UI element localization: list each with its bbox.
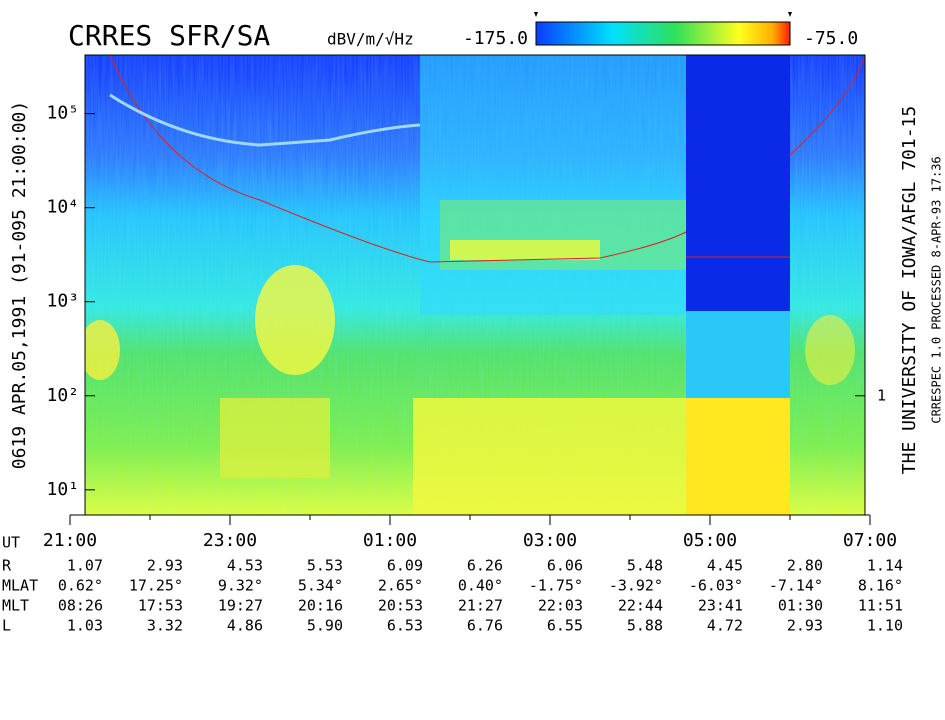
ephemeris-row-label: L bbox=[2, 617, 11, 635]
x-tick-label: 03:00 bbox=[523, 530, 577, 551]
y2-tick-label: 1 bbox=[877, 386, 886, 404]
ephemeris-value: 4.72 bbox=[707, 617, 743, 635]
ephemeris-value: 21:27 bbox=[458, 597, 503, 615]
x-tick-label: 05:00 bbox=[683, 530, 737, 551]
ephemeris-value: 4.45 bbox=[707, 557, 743, 575]
ephemeris-value: 4.53 bbox=[227, 557, 263, 575]
ephemeris-value: 1.03 bbox=[67, 617, 103, 635]
ephemeris-value: 23:41 bbox=[698, 597, 743, 615]
ephemeris-value: 5.34° bbox=[298, 577, 343, 595]
ephemeris-value: 6.26 bbox=[467, 557, 503, 575]
ephemeris-value: 5.53 bbox=[307, 557, 343, 575]
ephemeris-value: 3.32 bbox=[147, 617, 183, 635]
ephemeris-value: -1.75° bbox=[529, 577, 583, 595]
ephemeris-value: 5.48 bbox=[627, 557, 663, 575]
ephemeris-value: 17.25° bbox=[129, 577, 183, 595]
ephemeris-value: 1.14 bbox=[867, 557, 903, 575]
ephemeris-value: -7.14° bbox=[769, 577, 823, 595]
left-label: 0619 APR.05,1991 (91-095 21:00:00) bbox=[9, 101, 30, 469]
ephemeris-value: 22:03 bbox=[538, 597, 583, 615]
ephemeris-value: 8.16° bbox=[858, 577, 903, 595]
ephemeris-value: 17:53 bbox=[138, 597, 183, 615]
ephemeris-value: 1.10 bbox=[867, 617, 903, 635]
colorbar-label: dBV/m/√Hz bbox=[327, 30, 414, 49]
ephemeris-value: 2.65° bbox=[378, 577, 423, 595]
colorbar-tick-label: -175.0 bbox=[463, 28, 528, 49]
ephemeris-value: 6.53 bbox=[387, 617, 423, 635]
ephemeris-value: -6.03° bbox=[689, 577, 743, 595]
ephemeris-value: 6.06 bbox=[547, 557, 583, 575]
spectrogram bbox=[85, 55, 865, 515]
y-tick-label: 10⁵ bbox=[46, 103, 79, 124]
ephemeris-value: 2.93 bbox=[147, 557, 183, 575]
time-label: UT bbox=[2, 534, 20, 552]
x-tick-label: 21:00 bbox=[43, 530, 97, 551]
ephemeris-value: 2.80 bbox=[787, 557, 823, 575]
ephemeris-row-label: MLAT bbox=[2, 577, 38, 595]
ephemeris-value: 01:30 bbox=[778, 597, 823, 615]
colorbar-tick-label: -75.0 bbox=[804, 28, 858, 49]
ephemeris-value: 0.62° bbox=[58, 577, 103, 595]
right-label: THE UNIVERSITY OF IOWA/AFGL 701-15 bbox=[899, 106, 920, 474]
y-tick-label: 10² bbox=[46, 385, 79, 406]
y-tick-label: 10¹ bbox=[46, 479, 79, 500]
ephemeris-value: 6.76 bbox=[467, 617, 503, 635]
ephemeris-value: 2.93 bbox=[787, 617, 823, 635]
ephemeris-value: 20:16 bbox=[298, 597, 343, 615]
colorbar bbox=[535, 21, 791, 46]
y-tick-label: 10³ bbox=[46, 291, 79, 312]
processed-label: CRRESPEC 1.0 PROCESSED 8-APR-93 17:36 bbox=[930, 156, 944, 423]
ephemeris-value: 5.88 bbox=[627, 617, 663, 635]
ephemeris-value: 19:27 bbox=[218, 597, 263, 615]
ephemeris-value: 22:44 bbox=[618, 597, 663, 615]
ephemeris-value: 6.55 bbox=[547, 617, 583, 635]
y-tick-label: 10⁴ bbox=[46, 197, 79, 218]
ephemeris-value: 4.86 bbox=[227, 617, 263, 635]
ephemeris-value: 9.32° bbox=[218, 577, 263, 595]
ephemeris-value: 0.40° bbox=[458, 577, 503, 595]
ephemeris-row-label: MLT bbox=[2, 597, 29, 615]
ephemeris-value: 1.07 bbox=[67, 557, 103, 575]
x-tick-label: 07:00 bbox=[843, 530, 897, 551]
ephemeris-value: 20:53 bbox=[378, 597, 423, 615]
x-tick-label: 01:00 bbox=[363, 530, 417, 551]
ephemeris-value: 5.90 bbox=[307, 617, 343, 635]
x-tick-label: 23:00 bbox=[203, 530, 257, 551]
ephemeris-value: 08:26 bbox=[58, 597, 103, 615]
ephemeris-value: -3.92° bbox=[609, 577, 663, 595]
ephemeris-row-label: R bbox=[2, 557, 12, 575]
chart-title: CRRES SFR/SA bbox=[68, 19, 270, 52]
ephemeris-value: 11:51 bbox=[858, 597, 903, 615]
ephemeris-value: 6.09 bbox=[387, 557, 423, 575]
